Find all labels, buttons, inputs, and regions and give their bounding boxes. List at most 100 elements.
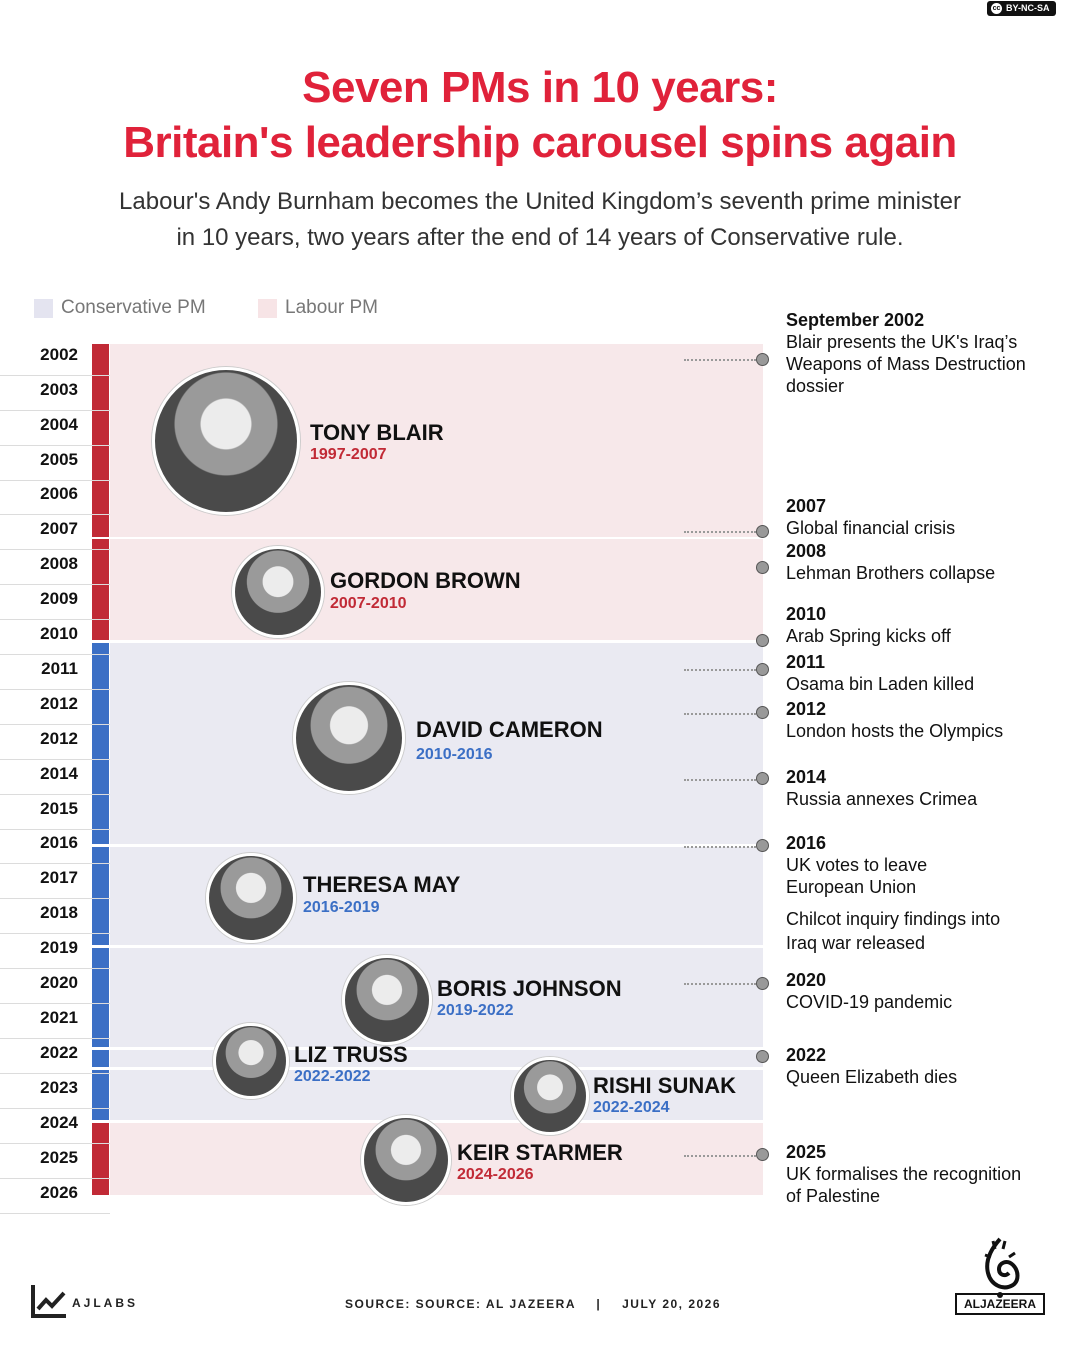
year-row: 2009 <box>0 585 110 620</box>
subtitle-line-2: in 10 years, two years after the end of … <box>176 224 904 251</box>
event-text: Arab Spring kicks off <box>786 626 951 646</box>
year-label: 2011 <box>41 659 78 678</box>
year-row: 2002 <box>0 341 110 376</box>
year-row: 2025 <box>0 1144 110 1179</box>
event-text: COVID-19 pandemic <box>786 992 953 1012</box>
event-marker <box>756 561 769 574</box>
year-row: 2008 <box>0 550 110 585</box>
legend-swatch-labour <box>258 298 277 318</box>
pm-years-johnson: 2019-2022 <box>437 1002 514 1019</box>
event-marker <box>756 1050 769 1063</box>
footer-separator: | <box>596 1297 602 1311</box>
pm-years-sunak: 2022-2024 <box>593 1099 670 1116</box>
year-label: 2003 <box>40 380 78 399</box>
event-date: 2025 <box>786 1142 827 1162</box>
year-row: 2023 <box>0 1074 110 1109</box>
year-label: 2022 <box>40 1043 78 1062</box>
year-row: 2021 <box>0 1004 110 1039</box>
legend-labour: Labour PM <box>258 296 378 320</box>
event-text: Queen Elizabeth dies <box>786 1067 958 1087</box>
event-item: 2012 London hosts the Olympics <box>786 699 1066 742</box>
source-line: SOURCE: SOURCE: AL JAZEERA | JULY 20, 20… <box>345 1297 721 1311</box>
year-label: 2023 <box>40 1078 78 1097</box>
ajlabs-logo-icon <box>31 1285 66 1318</box>
year-row: 2017 <box>0 864 110 899</box>
year-row: 2014 <box>0 760 110 795</box>
year-row: 2015 <box>0 795 110 830</box>
pm-portrait-starmer <box>361 1115 451 1205</box>
event-connector <box>684 779 756 781</box>
pm-name-sunak: RISHI SUNAK <box>593 1073 737 1098</box>
year-label: 2021 <box>40 1008 78 1027</box>
year-label: 2010 <box>40 624 78 643</box>
year-row: 2026 <box>0 1179 110 1214</box>
year-row: 2016 <box>0 829 110 864</box>
event-marker <box>756 634 769 647</box>
pm-portrait-brown <box>232 546 324 638</box>
year-label: 2002 <box>40 345 78 364</box>
year-label: 2009 <box>40 589 78 608</box>
event-date: 2007 <box>786 496 827 516</box>
year-label: 2019 <box>40 938 78 957</box>
year-label: 2015 <box>40 799 78 818</box>
year-row: 2020 <box>0 969 110 1004</box>
pm-years-cameron: 2010-2016 <box>416 746 493 763</box>
year-label: 2008 <box>40 554 78 573</box>
event-item: 2022 Queen Elizabeth dies <box>786 1045 1066 1088</box>
year-label: 2012 <box>40 694 78 713</box>
event-connector <box>684 1155 756 1157</box>
pm-name-brown: GORDON BROWN <box>330 568 521 593</box>
period-band-cameron <box>110 643 763 844</box>
year-row: 2024 <box>0 1109 110 1144</box>
pm-portrait-blair <box>152 367 300 515</box>
event-text: UK formalises the recognition of Palesti… <box>786 1164 1022 1206</box>
event-date: 2011 <box>786 652 826 672</box>
event-item: 2020 COVID-19 pandemic <box>786 970 1066 1013</box>
pm-portrait-sunak <box>511 1057 589 1135</box>
page-subtitle: Labour's Andy Burnham becomes the United… <box>0 184 1080 256</box>
legend-label-labour: Labour PM <box>285 297 378 318</box>
year-label: 2004 <box>40 415 78 434</box>
event-marker <box>756 663 769 676</box>
pm-name-starmer: KEIR STARMER <box>457 1140 623 1165</box>
event-item: 2011 Osama bin Laden killed <box>786 652 1066 695</box>
legend-swatch-conservative <box>34 298 53 318</box>
year-label: 2006 <box>40 484 78 503</box>
event-connector <box>684 531 756 533</box>
event-text: Osama bin Laden killed <box>786 674 975 694</box>
year-row: 2003 <box>0 376 110 411</box>
year-label: 2025 <box>40 1148 78 1167</box>
event-date: 2016 <box>786 833 827 853</box>
year-row: 2006 <box>0 480 110 515</box>
event-marker <box>756 353 769 366</box>
event-connector <box>684 983 756 985</box>
event-text: UK votes to leave European Union <box>786 855 928 897</box>
year-label: 2020 <box>40 973 78 992</box>
event-marker <box>756 1148 769 1161</box>
event-text: London hosts the Olympics <box>786 721 1004 741</box>
legend-conservative: Conservative PM <box>34 296 206 320</box>
year-label: 2005 <box>40 450 78 469</box>
event-item: 2008 Lehman Brothers collapse <box>786 541 1066 584</box>
title-line-1: Seven PMs in 10 years: <box>302 63 778 112</box>
period-band-truss <box>110 1050 763 1067</box>
period-band-johnson <box>110 948 763 1047</box>
pm-years-truss: 2022-2022 <box>294 1068 371 1085</box>
year-row: 2019 <box>0 934 110 969</box>
event-date: 2014 <box>786 767 827 787</box>
event-date: 2010 <box>786 604 827 624</box>
event-date: 2022 <box>786 1045 827 1065</box>
event-date: 2020 <box>786 970 827 990</box>
event-item: Chilcot inquiry findings into Iraq war r… <box>786 907 1016 955</box>
event-date: 2012 <box>786 699 827 719</box>
event-date: September 2002 <box>786 310 925 330</box>
period-band-brown <box>110 539 763 640</box>
pm-portrait-truss <box>213 1023 289 1099</box>
publish-date: JULY 20, 2026 <box>622 1297 722 1311</box>
event-item: September 2002 Blair presents the UK's I… <box>786 310 1026 397</box>
event-text: Lehman Brothers collapse <box>786 563 996 583</box>
year-label: 2026 <box>40 1183 78 1202</box>
year-row: 2010 <box>0 620 110 655</box>
subtitle-line-1: Labour's Andy Burnham becomes the United… <box>119 188 961 215</box>
event-text: Russia annexes Crimea <box>786 789 978 809</box>
